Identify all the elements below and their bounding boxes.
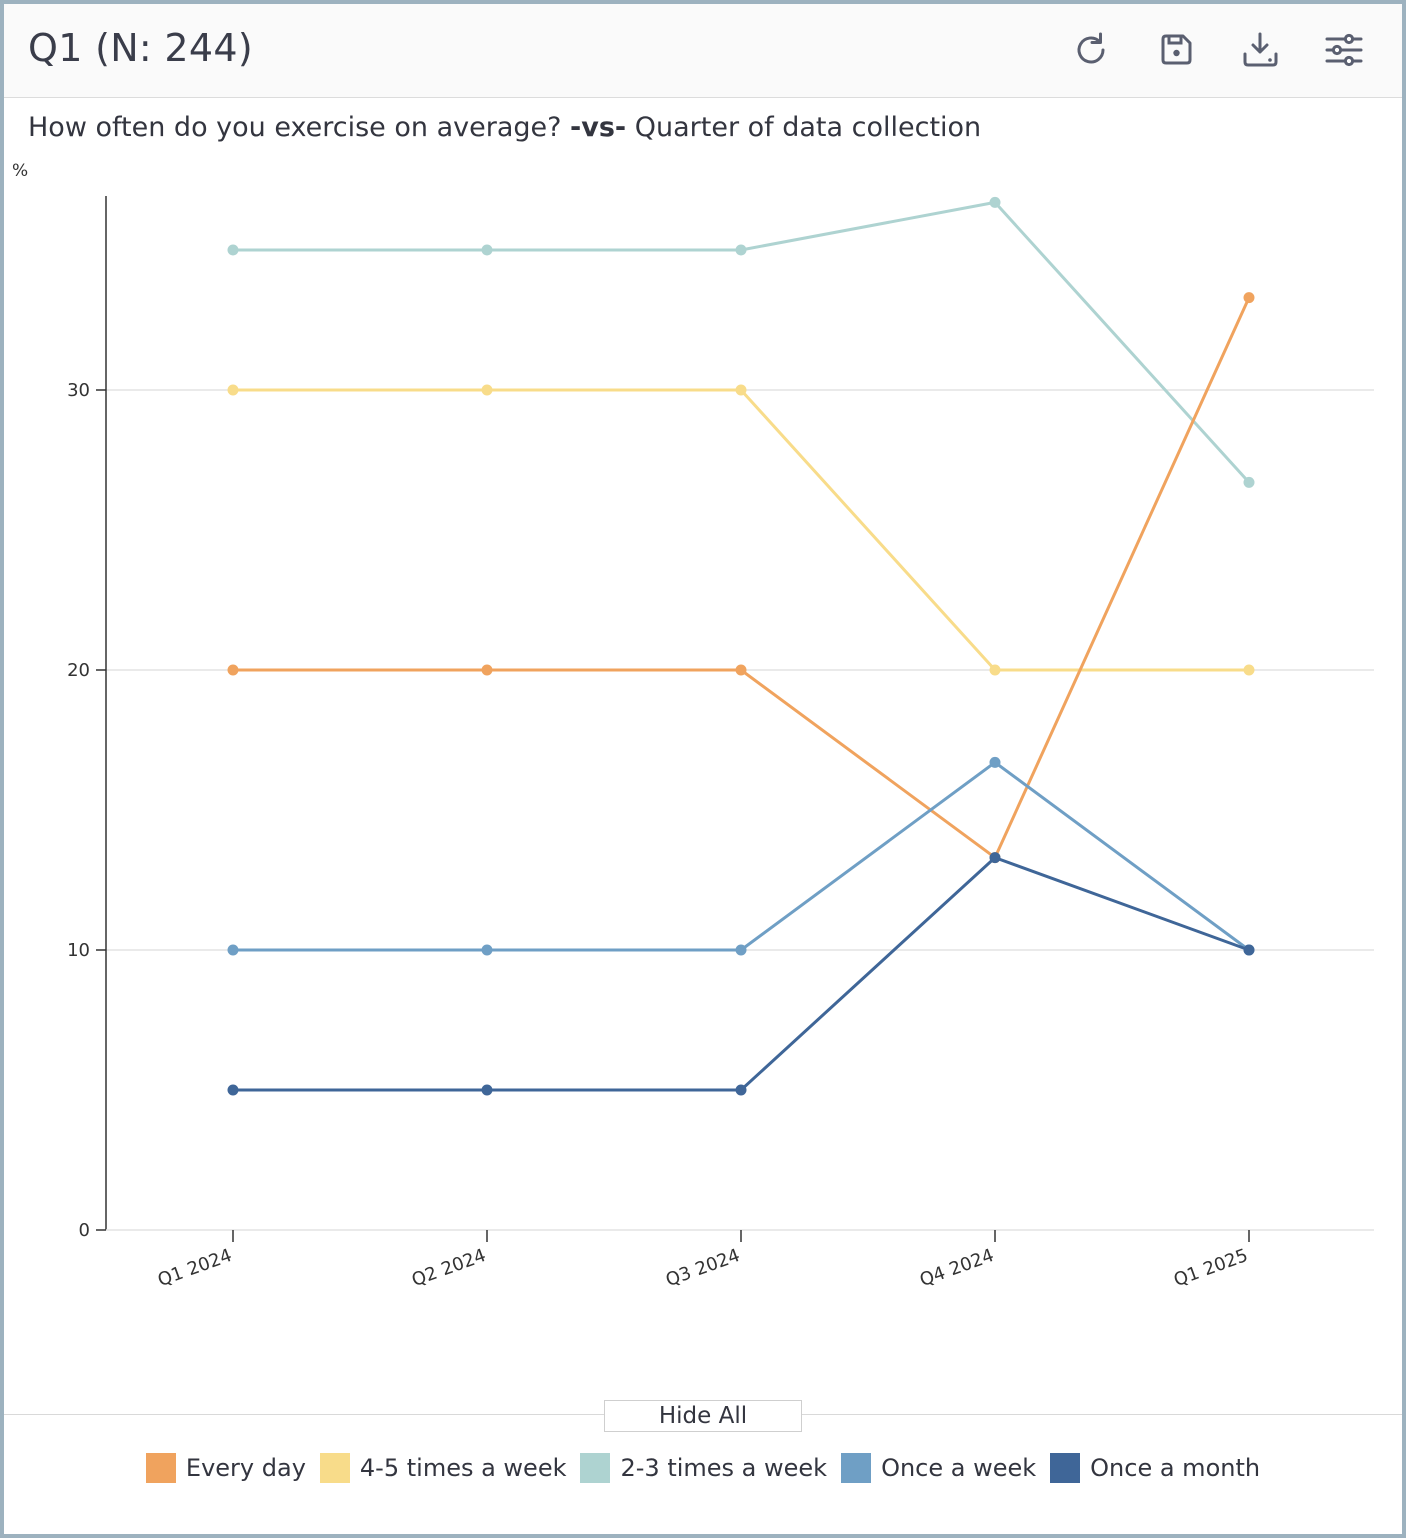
data-point[interactable] (227, 944, 239, 956)
series (227, 196, 1255, 1096)
x-tick-label: Q1 2025 (1171, 1245, 1251, 1291)
legend-label: Every day (185, 1454, 306, 1482)
x-tick-label: Q4 2024 (917, 1245, 997, 1291)
series-once-a-week[interactable] (227, 756, 1255, 956)
settings-sliders-icon (1325, 33, 1363, 67)
legend-label: 2-3 times a week (620, 1454, 828, 1482)
series-line[interactable] (233, 296, 1251, 860)
subtitle-variable: Quarter of data collection (634, 112, 982, 143)
settings-button[interactable] (1322, 28, 1366, 72)
data-point[interactable] (989, 664, 1001, 676)
panel-header: Q1 (N: 244) (4, 4, 1402, 98)
data-point[interactable] (481, 384, 493, 396)
download-icon (1243, 32, 1278, 67)
data-point[interactable] (1243, 476, 1255, 488)
x-tick-label: Q3 2024 (663, 1245, 743, 1291)
y-tick-label: 20 (67, 660, 90, 681)
refresh-icon (1077, 32, 1105, 64)
series-line[interactable] (233, 388, 1249, 672)
x-tick-label: Q2 2024 (409, 1245, 489, 1291)
data-point[interactable] (227, 244, 239, 256)
subtitle-vs: -vs- (570, 112, 627, 143)
data-point[interactable] (1243, 292, 1255, 304)
legend-swatch (580, 1453, 611, 1483)
legend-item[interactable]: Once a month (1050, 1453, 1260, 1483)
data-point[interactable] (481, 244, 493, 256)
legend-swatch (319, 1453, 350, 1483)
data-point[interactable] (1243, 944, 1255, 956)
data-point[interactable] (227, 664, 239, 676)
save-button[interactable] (1154, 28, 1198, 72)
legend-label: 4-5 times a week (359, 1454, 567, 1482)
legend-item[interactable]: 4-5 times a week (319, 1453, 567, 1483)
chart-subtitle: How often do you exercise on average? -v… (28, 112, 981, 143)
data-point[interactable] (989, 852, 1001, 864)
data-point[interactable] (1243, 664, 1255, 676)
data-point[interactable] (735, 384, 747, 396)
series-2-3-times-a-week[interactable] (227, 196, 1255, 488)
data-point[interactable] (481, 944, 493, 956)
chart-legend: Every day 4-5 times a week 2-3 times a wee… (4, 1453, 1402, 1483)
download-button[interactable] (1238, 28, 1282, 72)
x-tick-label: Q1 2024 (155, 1245, 235, 1291)
legend-swatch (841, 1453, 872, 1483)
panel-title: Q1 (N: 244) (28, 26, 253, 70)
series-every-day[interactable] (227, 292, 1255, 864)
legend-swatch (1050, 1453, 1081, 1483)
data-point[interactable] (735, 244, 747, 256)
y-tick-label: 0 (79, 1220, 90, 1241)
series-line[interactable] (233, 200, 1251, 484)
data-point[interactable] (989, 756, 1001, 768)
series-4-5-times-a-week[interactable] (227, 384, 1255, 676)
data-point[interactable] (481, 1084, 493, 1096)
save-icon (1161, 34, 1192, 65)
legend-swatch (145, 1453, 176, 1483)
axes: 0 10 20 30% Q1 2024 Q2 2024 Q3 2024 Q4 2024 Q1 2… (12, 161, 1374, 1291)
legend-item[interactable]: 2-3 times a week (580, 1453, 827, 1483)
data-point[interactable] (989, 196, 1001, 208)
data-point[interactable] (735, 1084, 747, 1096)
data-point[interactable] (735, 944, 747, 956)
data-point[interactable] (227, 1084, 239, 1096)
line-chart: 0 10 20 30% Q1 2024 Q2 2024 Q3 2024 Q4 2024 Q1 2… (12, 161, 1374, 1291)
series-line[interactable] (233, 760, 1250, 952)
data-point[interactable] (481, 664, 493, 676)
legend-item[interactable]: Every day (145, 1453, 306, 1483)
y-tick-label: 10 (67, 940, 90, 961)
y-axis-label: % (12, 161, 28, 181)
legend-item[interactable]: Once a week (841, 1453, 1036, 1483)
subtitle-question: How often do you exercise on average? (28, 112, 562, 143)
series-line[interactable] (233, 856, 1250, 1092)
data-point[interactable] (735, 664, 747, 676)
y-tick-label: 30 (67, 380, 90, 401)
legend-label: Once a month (1090, 1454, 1261, 1482)
legend-label: Once a week (881, 1454, 1037, 1482)
series-once-a-month[interactable] (227, 852, 1255, 1096)
refresh-button[interactable] (1070, 28, 1114, 72)
hide-all-button[interactable]: Hide All (604, 1400, 802, 1432)
data-point[interactable] (227, 384, 239, 396)
